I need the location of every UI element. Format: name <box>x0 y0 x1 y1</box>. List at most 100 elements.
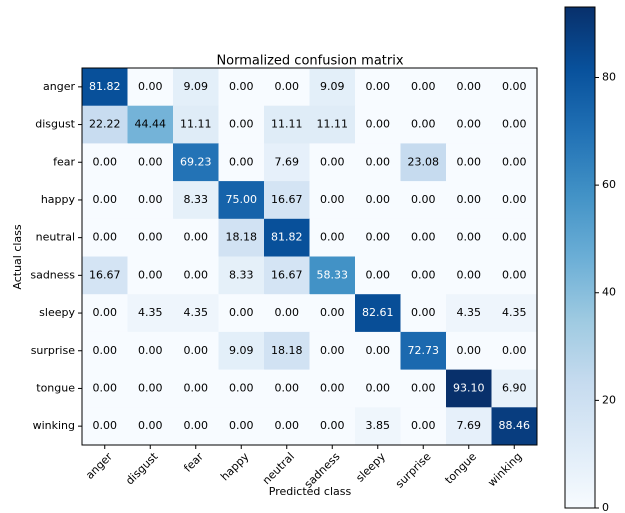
cell <box>173 181 219 220</box>
x-tick-label: disgust <box>123 450 161 488</box>
cell-label: 6.90 <box>502 381 527 394</box>
cell-label: 72.73 <box>408 344 440 357</box>
colorbar-tick-label: 60 <box>602 178 616 191</box>
cell <box>127 294 174 333</box>
cell-label: 0.00 <box>457 80 482 93</box>
cell-label: 9.09 <box>320 80 345 93</box>
cell <box>82 181 128 220</box>
cell <box>400 256 447 295</box>
cell <box>173 331 219 371</box>
cell-label: 0.00 <box>275 80 300 93</box>
cell-label: 0.00 <box>320 419 345 432</box>
cell-label: 0.00 <box>320 381 345 394</box>
cell-label: 3.85 <box>366 419 391 432</box>
cell <box>309 331 356 371</box>
cell <box>82 407 128 446</box>
cell-label: 93.10 <box>453 381 485 394</box>
y-axis-label: Actual class <box>11 224 24 290</box>
cell <box>218 407 265 446</box>
cell-label: 11.11 <box>317 118 349 131</box>
cell-label: 0.00 <box>93 381 118 394</box>
cell-label: 0.00 <box>320 193 345 206</box>
cell <box>173 369 219 408</box>
y-tick-label: tongue <box>36 381 75 394</box>
cell <box>264 256 310 295</box>
cell <box>400 181 447 220</box>
plot-frame <box>81 67 538 446</box>
cell <box>82 68 128 107</box>
cell <box>82 369 128 408</box>
cell <box>82 218 128 257</box>
cell-label: 0.00 <box>411 80 436 93</box>
x-tick-label: anger <box>83 450 115 482</box>
y-tick-label: neutral <box>36 231 75 244</box>
cell <box>173 294 219 333</box>
cell-label: 0.00 <box>411 381 436 394</box>
cell <box>491 68 538 107</box>
cell-label: 0.00 <box>457 193 482 206</box>
cell-label: 0.00 <box>138 419 163 432</box>
cell-label: 0.00 <box>457 344 482 357</box>
cell-label: 0.00 <box>411 118 436 131</box>
cell <box>127 407 174 446</box>
cell <box>264 407 310 446</box>
cell <box>400 143 447 182</box>
colorbar-tick-label: 0 <box>602 501 609 513</box>
cell <box>446 294 492 333</box>
cell <box>446 68 492 107</box>
cell-label: 0.00 <box>138 80 163 93</box>
cell <box>355 407 401 446</box>
cell-label: 11.11 <box>271 118 303 131</box>
cell <box>264 143 310 182</box>
y-tick-label: sadness <box>30 268 75 281</box>
cell-label: 58.33 <box>317 268 349 281</box>
cell <box>173 143 219 182</box>
cell <box>446 105 492 144</box>
cell-label: 0.00 <box>138 193 163 206</box>
cell-label: 0.00 <box>366 381 391 394</box>
cell-label: 9.09 <box>184 80 209 93</box>
cell <box>264 294 310 333</box>
cell-label: 8.33 <box>184 193 209 206</box>
cell-label: 8.33 <box>229 268 254 281</box>
cell-label: 0.00 <box>366 231 391 244</box>
cell-label: 0.00 <box>138 381 163 394</box>
cell-label: 0.00 <box>93 231 118 244</box>
cell <box>218 256 265 295</box>
cell <box>491 218 538 257</box>
cell-label: 4.35 <box>457 306 482 319</box>
cell-label: 44.44 <box>135 118 167 131</box>
cell-label: 0.00 <box>229 118 254 131</box>
cell-label: 0.00 <box>502 118 527 131</box>
cell <box>309 105 356 144</box>
cell-label: 0.00 <box>366 155 391 168</box>
cell <box>355 143 401 182</box>
cell-label: 0.00 <box>457 155 482 168</box>
cell <box>491 143 538 182</box>
cell-label: 0.00 <box>93 419 118 432</box>
cell <box>400 218 447 257</box>
cell-label: 22.22 <box>89 118 121 131</box>
cell-label: 81.82 <box>89 80 121 93</box>
x-tick-label: sleepy <box>353 450 388 485</box>
cell <box>127 68 174 107</box>
cell-label: 0.00 <box>320 155 345 168</box>
cell-label: 0.00 <box>457 231 482 244</box>
x-tick-label: tongue <box>442 450 479 487</box>
cell <box>218 143 265 182</box>
cell-label: 16.67 <box>89 268 121 281</box>
cell <box>173 105 219 144</box>
cell-label: 0.00 <box>366 118 391 131</box>
y-tick-label: anger <box>43 80 75 93</box>
cell-label: 0.00 <box>366 268 391 281</box>
cell <box>82 256 128 295</box>
cell-label: 0.00 <box>184 231 209 244</box>
cell <box>218 369 265 408</box>
cell <box>173 256 219 295</box>
cell-label: 0.00 <box>229 306 254 319</box>
cell-label: 0.00 <box>138 344 163 357</box>
cell-label: 4.35 <box>184 306 209 319</box>
cell-label: 7.69 <box>457 419 482 432</box>
cell <box>355 181 401 220</box>
